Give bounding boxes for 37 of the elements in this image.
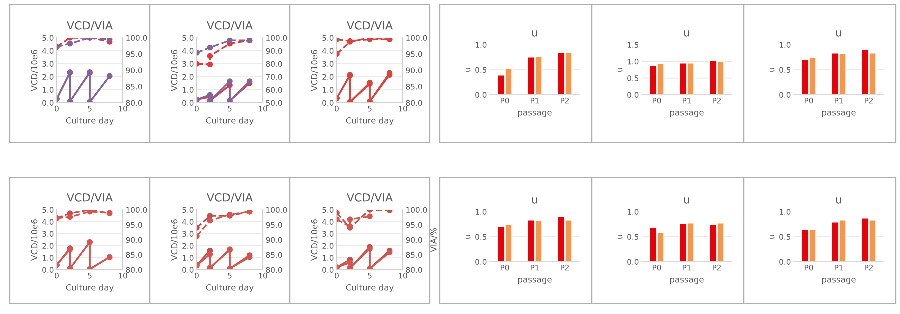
y-axis-title: VCD/10e6 — [311, 220, 318, 261]
y-axis-title: u — [466, 68, 471, 72]
x-axis-title: Culture day — [66, 117, 114, 126]
chart-title: u — [684, 197, 690, 204]
chart-title: u — [532, 197, 538, 204]
x-axis-title: Culture day — [346, 117, 394, 126]
y-axis-title: u — [618, 68, 623, 72]
chart-title: u — [836, 197, 842, 204]
chart-title: VCD/VIA — [347, 193, 393, 203]
y-axis-title: u — [770, 68, 775, 72]
y-axis-title: VCD/10e6 — [171, 50, 178, 92]
x-axis-title: passage — [822, 111, 856, 118]
chart-title: VCD/VIA — [347, 21, 393, 31]
x-axis-title: passage — [518, 278, 552, 284]
y-axis-title: u — [618, 235, 623, 239]
y-axis-title: VCD/10e6 — [171, 220, 178, 261]
chart-title: u — [684, 30, 690, 37]
y-axis-title: u — [770, 235, 775, 239]
x-axis-title: passage — [670, 278, 704, 284]
y-axis-title: VCD/10e6 — [31, 50, 38, 92]
x-axis-title: Culture day — [346, 284, 394, 292]
chart-title: VCD/VIA — [207, 193, 253, 203]
x-axis-title: Culture day — [206, 284, 254, 292]
chart-title: VCD/VIA — [207, 21, 253, 31]
chart-title: u — [532, 30, 538, 37]
chart-title: VCD/VIA — [67, 21, 113, 31]
x-axis-title: passage — [518, 111, 552, 118]
x-axis-title: passage — [822, 278, 856, 284]
y-axis-title: VCD/10e6 — [311, 50, 318, 92]
y-axis-title: VCD/10e6 — [31, 220, 38, 261]
x-axis-title: Culture day — [66, 284, 114, 292]
chart-title: VCD/VIA — [67, 193, 113, 203]
y-axis-title: u — [466, 235, 471, 239]
x-axis-title: Culture day — [206, 117, 254, 126]
chart-title: u — [836, 30, 842, 37]
y2-axis-title: VIA/% — [430, 228, 438, 252]
x-axis-title: passage — [670, 111, 704, 118]
